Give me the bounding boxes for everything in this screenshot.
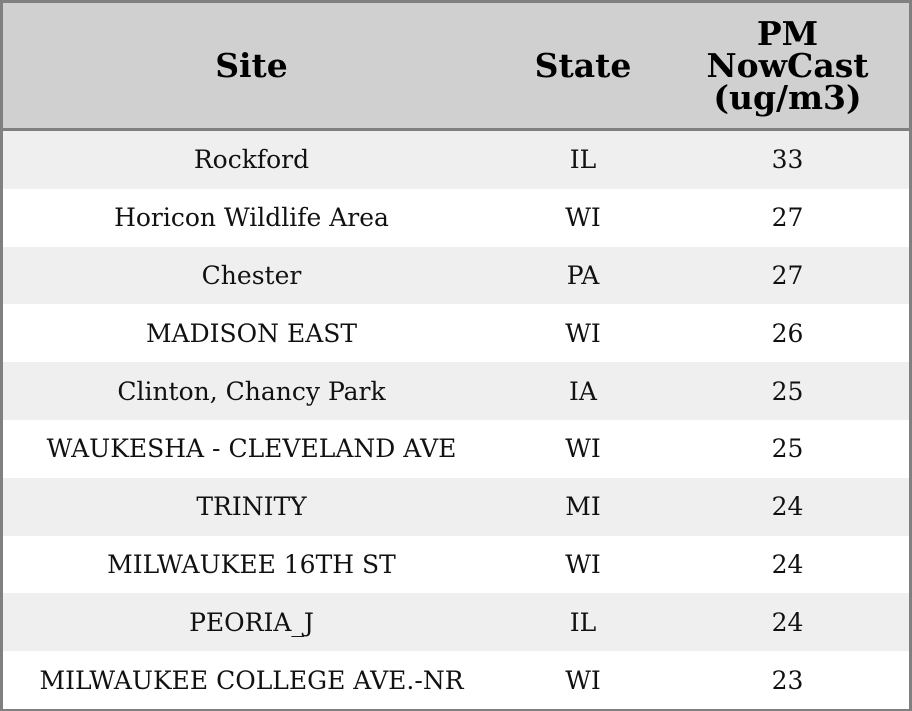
state-cell: WI: [500, 651, 666, 709]
header-cell: Site: [3, 3, 500, 131]
site-cell: MADISON EAST: [3, 304, 500, 363]
table-row: WAUKESHA - CLEVELAND AVE WI 25: [3, 419, 909, 478]
value-cell: 24: [666, 477, 909, 536]
site-cell: MILWAUKEE 16TH ST: [3, 535, 500, 594]
state-cell: WI: [500, 535, 666, 594]
state-cell: MI: [500, 477, 666, 536]
table-body: Rockford IL 33 Horicon Wildlife Area WI 27 Che…: [3, 129, 909, 709]
value-cell: 24: [666, 593, 909, 652]
table-row: Horicon Wildlife Area WI 27: [3, 188, 909, 247]
value-cell: 25: [666, 419, 909, 478]
data-table: Site State PM NowCast (ug/m3) Rockford IL…: [3, 3, 909, 709]
state-cell: WI: [500, 304, 666, 363]
table-row: PEORIA_J IL 24: [3, 593, 909, 652]
table-row: Rockford IL 33: [3, 129, 909, 189]
table-row: MILWAUKEE COLLEGE AVE.-NR WI 23: [3, 651, 909, 709]
table-row: Chester PA 27: [3, 246, 909, 305]
table-row: MILWAUKEE 16TH ST WI 24: [3, 535, 909, 594]
site-cell: WAUKESHA - CLEVELAND AVE: [3, 419, 500, 478]
table-row: MADISON EAST WI 26: [3, 304, 909, 363]
value-cell: 26: [666, 304, 909, 363]
value-cell: 23: [666, 651, 909, 709]
site-cell: Clinton, Chancy Park: [3, 362, 500, 420]
header-cell: State: [500, 3, 666, 131]
value-cell: 33: [666, 129, 909, 189]
site-cell: Chester: [3, 246, 500, 305]
value-cell: 27: [666, 246, 909, 305]
site-cell: TRINITY: [3, 477, 500, 536]
state-cell: IL: [500, 129, 666, 189]
value-cell: 25: [666, 362, 909, 420]
header-cell: PM NowCast (ug/m3): [666, 3, 909, 131]
table-row: TRINITY MI 24: [3, 477, 909, 536]
table-row: Clinton, Chancy Park IA 25: [3, 362, 909, 420]
value-cell: 27: [666, 188, 909, 247]
state-cell: PA: [500, 246, 666, 305]
state-cell: WI: [500, 419, 666, 478]
site-cell: MILWAUKEE COLLEGE AVE.-NR: [3, 651, 500, 709]
value-cell: 24: [666, 535, 909, 594]
site-cell: PEORIA_J: [3, 593, 500, 652]
header-row: Site State PM NowCast (ug/m3): [3, 3, 909, 131]
state-cell: IL: [500, 593, 666, 652]
state-cell: WI: [500, 188, 666, 247]
state-cell: IA: [500, 362, 666, 420]
site-cell: Horicon Wildlife Area: [3, 188, 500, 247]
site-cell: Rockford: [3, 129, 500, 189]
